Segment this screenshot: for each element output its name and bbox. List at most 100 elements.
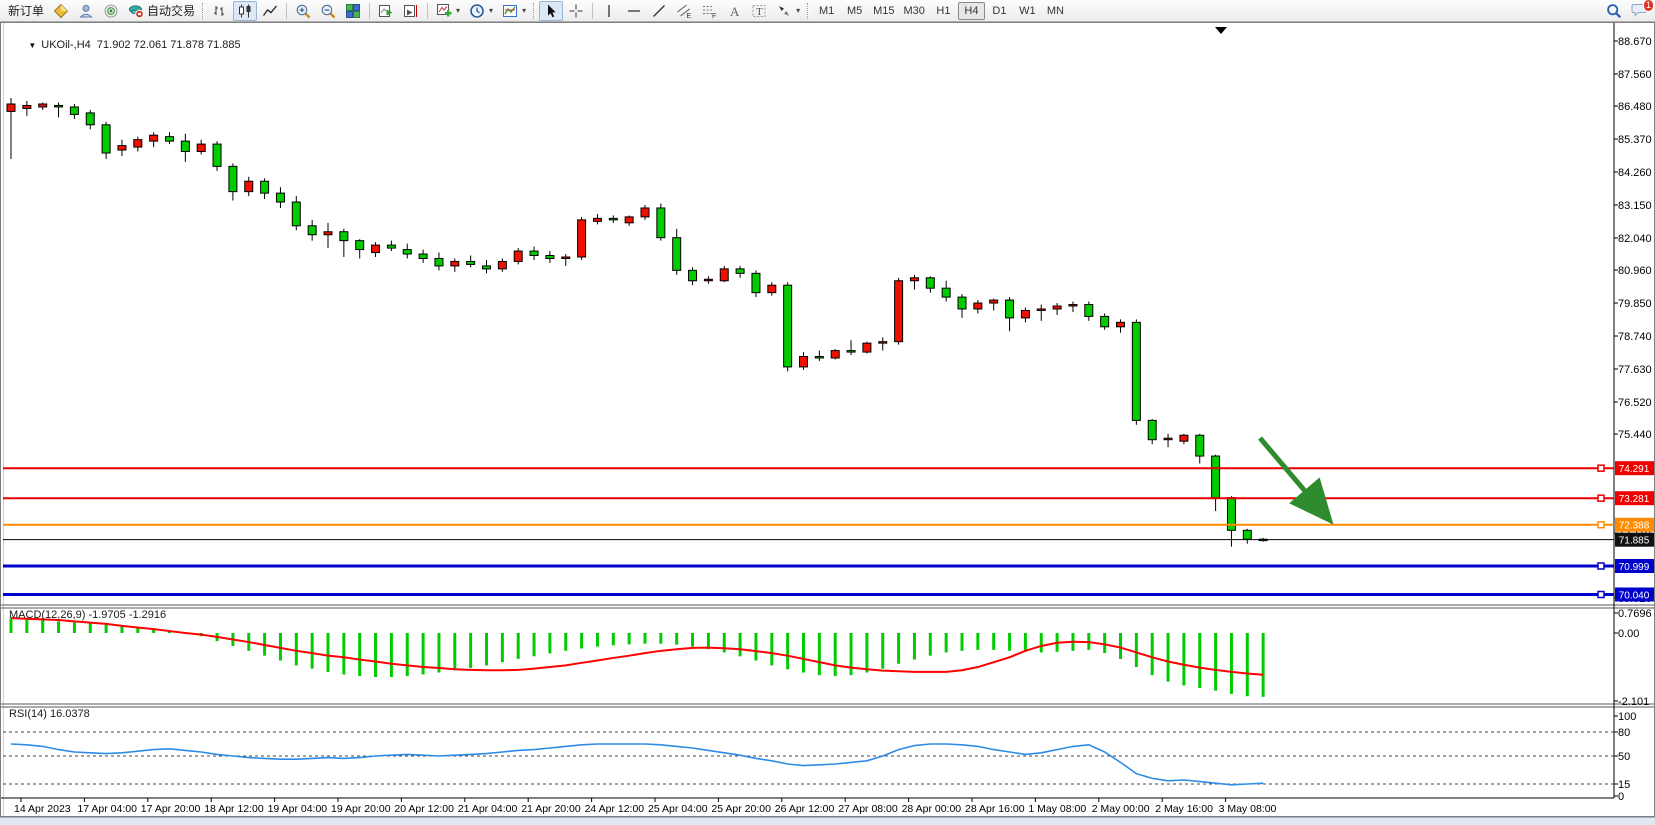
candle[interactable] [688,269,698,282]
candle[interactable] [672,237,682,271]
periods-button[interactable]: ▾ [465,1,497,21]
arrows-tool-button[interactable]: ▾ [772,1,804,21]
chart-shift-marker[interactable] [1215,27,1227,34]
candle[interactable] [434,257,444,267]
candle[interactable] [751,272,761,294]
chart-canvas[interactable]: 88.670 87.560 86.480 85.370 84.260 83.150 82.0… [1,23,1654,816]
candle[interactable] [149,134,159,142]
candle[interactable] [260,180,270,194]
candle[interactable] [450,260,460,267]
hline-73.281[interactable]: 73.281 [3,491,1654,506]
candle[interactable] [925,277,935,289]
horizontal-line-button[interactable] [622,1,646,21]
candle[interactable] [577,219,587,258]
hline-74.291[interactable]: 74.291 [3,461,1654,476]
candle[interactable] [1195,434,1205,457]
candle[interactable] [561,256,571,259]
community-button[interactable] [74,1,98,21]
timeframe-H1[interactable]: H1 [930,2,957,20]
timeframe-H4[interactable]: H4 [957,1,985,20]
candle[interactable] [735,268,745,274]
text-button[interactable]: A [722,1,746,21]
candle[interactable] [339,231,349,242]
candle[interactable] [402,249,412,255]
annotation-arrow-down[interactable] [1258,436,1334,525]
candle[interactable] [941,287,951,298]
candle[interactable] [656,207,666,239]
candle[interactable] [117,145,127,151]
candle[interactable] [1020,309,1030,319]
candle[interactable] [592,217,602,222]
candle[interactable] [989,299,999,304]
timeframe-M30[interactable]: M30 [900,2,929,20]
candle[interactable] [466,260,476,265]
candle[interactable] [228,165,238,193]
candle[interactable] [1116,321,1125,328]
candle[interactable] [418,253,428,259]
candle[interactable] [640,207,650,218]
timeframe-MN[interactable]: MN [1042,2,1069,20]
candle[interactable] [497,260,507,270]
candle[interactable] [165,136,174,142]
candle[interactable] [371,244,381,254]
candle[interactable] [894,280,904,343]
timeframe-W1[interactable]: W1 [1014,2,1041,20]
timeframe-M1[interactable]: M1 [813,2,840,20]
zoom-out-button[interactable] [316,1,340,21]
candle[interactable] [783,284,793,368]
candle[interactable] [386,244,396,249]
auto-scroll-button[interactable] [374,1,398,21]
candle[interactable] [1163,437,1173,441]
trendline-button[interactable] [647,1,671,21]
candle[interactable] [307,225,317,236]
candle[interactable] [830,350,840,359]
candle[interactable] [1052,305,1062,310]
bars-chart-button[interactable] [208,1,232,21]
autotrade-button[interactable]: 自动交易 [124,1,199,21]
candle[interactable] [196,143,206,153]
line-chart-button[interactable] [258,1,282,21]
hline-70.040[interactable]: 70.040 [3,587,1654,602]
timeframe-M15[interactable]: M15 [869,2,898,20]
candle[interactable] [814,356,824,359]
vertical-line-button[interactable] [597,1,621,21]
hline-72.388[interactable]: 72.388 [3,517,1654,532]
equidistant-channel-button[interactable]: E [672,1,696,21]
candle[interactable] [323,231,333,236]
candle[interactable] [513,250,523,262]
candle[interactable] [69,106,79,115]
candle[interactable] [355,240,365,251]
signal-button[interactable] [99,1,123,21]
candle[interactable] [608,217,618,221]
candle[interactable] [1179,434,1189,442]
candle[interactable] [133,139,143,148]
candle[interactable] [6,103,16,112]
candle[interactable] [180,140,190,153]
candle[interactable] [529,250,539,257]
candle[interactable] [1100,315,1110,328]
crosshair-button[interactable] [564,1,588,21]
candlestick-chart-button[interactable] [233,0,258,21]
candle[interactable] [482,265,491,270]
candle[interactable] [703,278,713,282]
candle[interactable] [767,284,777,294]
candle[interactable] [1131,321,1141,421]
candle[interactable] [38,103,48,108]
cursor-button[interactable] [539,0,564,21]
candle[interactable] [1036,308,1046,311]
zoom-in-button[interactable] [291,1,315,21]
candle[interactable] [1242,529,1252,540]
chart-shift-button[interactable] [399,1,423,21]
new-order-button[interactable]: 新订单 [4,1,48,21]
candle[interactable] [1211,455,1221,499]
timeframe-D1[interactable]: D1 [986,2,1013,20]
candle[interactable] [275,192,285,203]
hline-71.885[interactable]: 71.885 [3,532,1654,547]
candle[interactable] [973,302,983,310]
timeframe-M5[interactable]: M5 [841,2,868,20]
candle[interactable] [909,277,919,282]
candle[interactable] [85,112,95,126]
search-button[interactable] [1602,1,1626,21]
templates-button[interactable]: ▾ [498,1,530,21]
candle[interactable] [719,268,729,282]
